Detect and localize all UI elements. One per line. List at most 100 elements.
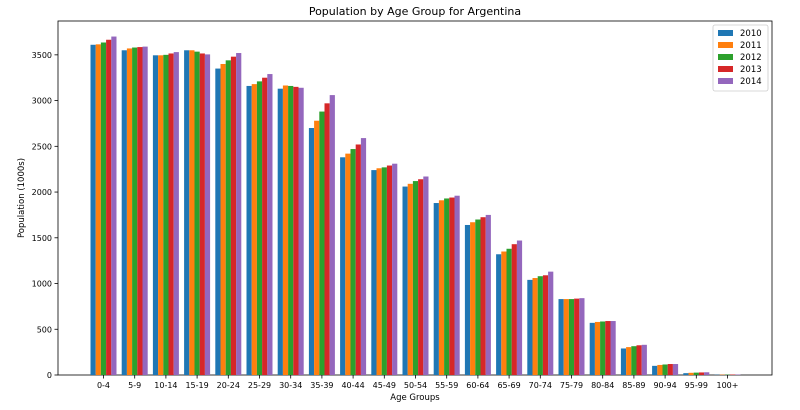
bar-2014-35-39 [329, 95, 335, 375]
bar-2012-40-44 [350, 149, 356, 375]
bar-2014-20-24 [236, 53, 242, 376]
bar-2010-95-99 [683, 373, 689, 375]
bar-2012-10-14 [163, 54, 169, 376]
bar-2013-40-44 [355, 144, 361, 375]
legend-label-2010: 2010 [740, 29, 762, 39]
bar-2011-85-89 [626, 347, 632, 375]
legend: 2010 2011 2012 2013 2014 [712, 24, 769, 92]
bar-2010-20-24 [215, 68, 221, 375]
bar-2011-70-74 [532, 278, 538, 375]
x-axis-label: Age Groups [390, 393, 440, 403]
legend-swatch-2011 [718, 42, 733, 48]
bar-2014-60-64 [485, 214, 491, 375]
bar-2013-10-14 [168, 53, 174, 375]
bar-2013-45-49 [386, 165, 393, 375]
bar-2012-90-94 [662, 364, 668, 375]
x-tick-label: 85-89 [622, 381, 645, 390]
bar-2012-80-84 [600, 321, 606, 375]
bar-2013-55-59 [449, 197, 455, 375]
bar-2012-25-29 [256, 81, 263, 376]
bar-2011-80-84 [594, 321, 601, 375]
bar-2012-20-24 [225, 60, 231, 375]
legend-swatch-2014 [718, 78, 733, 84]
y-axis: 0 500 1000 1500 2000 2500 3000 3500 [32, 51, 58, 380]
bar-2014-5-9 [142, 46, 148, 376]
bar-2010-55-59 [433, 203, 439, 375]
bar-2013-80-84 [605, 321, 611, 375]
bar-2013-75-79 [574, 298, 580, 375]
bar-2010-25-29 [246, 85, 252, 375]
bar-2014-30-34 [298, 87, 304, 375]
bar-2011-20-24 [220, 63, 226, 376]
bar-2010-60-64 [464, 224, 471, 375]
bar-2012-75-79 [568, 299, 575, 375]
legend-box [712, 24, 769, 92]
bar-2010-65-69 [496, 254, 502, 375]
bar-2014-10-14 [173, 52, 179, 375]
bars-group [90, 36, 741, 376]
bar-2013-20-24 [230, 56, 237, 376]
bar-2011-35-39 [314, 120, 320, 376]
bar-2013-70-74 [542, 275, 549, 375]
bar-2014-85-89 [641, 344, 647, 375]
bar-2012-60-64 [475, 219, 481, 375]
bar-2010-70-74 [527, 279, 533, 375]
bar-2014-65-69 [516, 240, 523, 375]
bar-2010-80-84 [589, 322, 595, 375]
x-tick-label: 90-94 [653, 381, 676, 390]
bar-2013-50-54 [418, 179, 424, 375]
x-tick-label: 0-4 [97, 381, 110, 390]
bar-2012-85-89 [631, 346, 637, 375]
x-tick-label: 80-84 [591, 381, 614, 390]
x-tick-label: 70-74 [529, 381, 552, 390]
bar-2013-5-9 [137, 47, 143, 375]
bar-2011-0-4 [95, 44, 101, 375]
bar-2014-80-84 [610, 321, 616, 375]
bar-2014-45-49 [392, 163, 398, 375]
y-tick-label: 2500 [32, 142, 52, 151]
chart-title: Population by Age Group for Argentina [309, 5, 521, 18]
bar-2013-65-69 [511, 244, 517, 375]
x-axis: 0-4 5-9 10-14 15-19 20-24 25-29 30-34 35-39 40-4… [97, 375, 739, 390]
x-tick-label: 100+ [717, 381, 739, 390]
bar-2010-90-94 [652, 365, 658, 375]
bar-2010-15-19 [184, 50, 190, 376]
y-axis-label: Population (1000s) [17, 158, 27, 238]
x-tick-label: 65-69 [497, 381, 520, 390]
x-tick-label: 35-39 [310, 381, 333, 390]
bar-2012-30-34 [288, 85, 294, 375]
bar-2012-15-19 [194, 51, 200, 375]
bar-2011-10-14 [158, 55, 164, 376]
bar-2010-40-44 [340, 157, 346, 375]
legend-label-2012: 2012 [740, 53, 762, 63]
x-tick-label: 30-34 [279, 381, 302, 390]
bar-2011-15-19 [189, 50, 195, 376]
bar-2011-5-9 [126, 48, 133, 375]
bar-2012-35-39 [319, 111, 325, 375]
y-tick-label: 3500 [32, 51, 52, 60]
legend-swatch-2010 [718, 30, 733, 36]
bar-2013-25-29 [262, 77, 268, 376]
y-tick-label: 0 [47, 371, 52, 380]
bar-2014-40-44 [360, 138, 367, 375]
x-tick-label: 45-49 [373, 381, 396, 390]
bar-2013-85-89 [636, 345, 642, 375]
x-tick-label: 55-59 [435, 381, 458, 390]
bar-2012-45-49 [381, 167, 387, 375]
bar-2014-0-4 [111, 36, 117, 376]
bar-2012-5-9 [132, 47, 138, 375]
bar-2010-5-9 [121, 50, 127, 376]
bar-2011-55-59 [438, 200, 445, 375]
x-tick-label: 15-19 [185, 381, 208, 390]
bar-2014-15-19 [204, 54, 211, 375]
bar-2014-70-74 [548, 271, 554, 375]
x-tick-label: 50-54 [404, 381, 427, 390]
bar-2011-45-49 [376, 168, 382, 375]
bar-2011-40-44 [345, 153, 351, 375]
y-tick-label: 3000 [32, 97, 52, 106]
bar-2013-35-39 [324, 103, 330, 375]
x-tick-label: 10-14 [154, 381, 177, 390]
bar-2013-30-34 [293, 86, 299, 376]
x-tick-label: 75-79 [560, 381, 583, 390]
bar-2011-90-94 [657, 364, 663, 375]
